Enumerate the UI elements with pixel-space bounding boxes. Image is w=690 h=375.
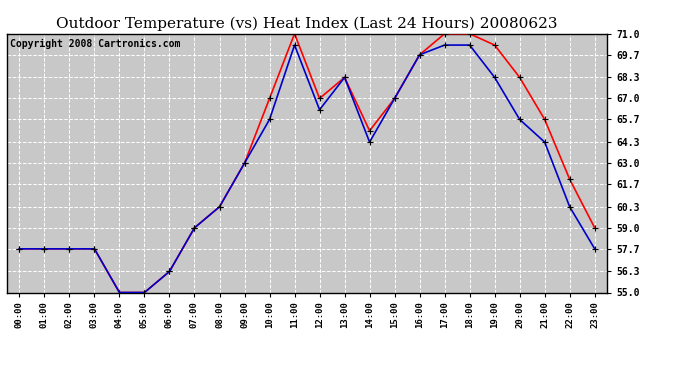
Title: Outdoor Temperature (vs) Heat Index (Last 24 Hours) 20080623: Outdoor Temperature (vs) Heat Index (Las… (57, 17, 558, 31)
Text: Copyright 2008 Cartronics.com: Copyright 2008 Cartronics.com (10, 39, 180, 49)
